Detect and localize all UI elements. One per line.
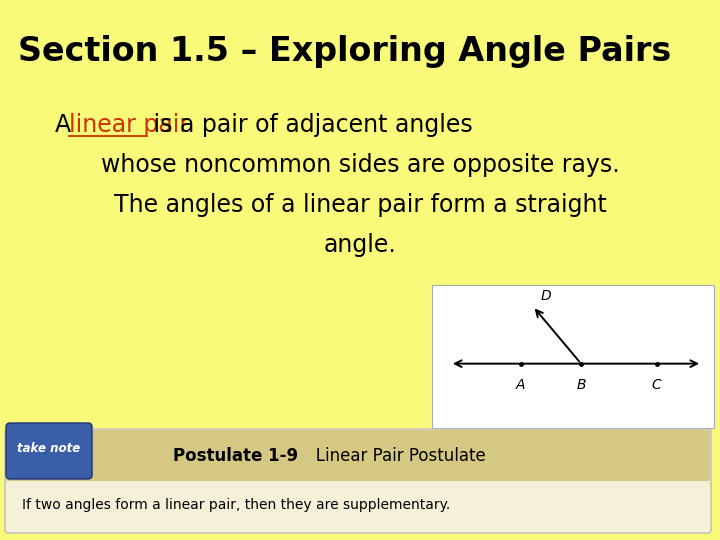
Text: B: B — [576, 377, 586, 392]
Text: C: C — [652, 377, 662, 392]
FancyBboxPatch shape — [6, 423, 92, 479]
Text: Section 1.5 – Exploring Angle Pairs: Section 1.5 – Exploring Angle Pairs — [18, 35, 671, 68]
FancyBboxPatch shape — [6, 430, 710, 481]
Text: Postulate 1-9: Postulate 1-9 — [173, 447, 298, 464]
FancyBboxPatch shape — [432, 285, 714, 428]
FancyBboxPatch shape — [5, 429, 711, 533]
Text: The angles of a linear pair form a straight: The angles of a linear pair form a strai… — [114, 193, 606, 217]
Text: Linear Pair Postulate: Linear Pair Postulate — [300, 447, 486, 464]
Text: D: D — [541, 289, 552, 303]
Text: A: A — [516, 377, 526, 392]
Text: take note: take note — [17, 442, 81, 456]
Text: angle.: angle. — [323, 233, 397, 257]
Text: linear pair: linear pair — [69, 113, 189, 137]
Text: If two angles form a linear pair, then they are supplementary.: If two angles form a linear pair, then t… — [22, 497, 450, 511]
Text: is a pair of adjacent angles: is a pair of adjacent angles — [146, 113, 473, 137]
Text: whose noncommon sides are opposite rays.: whose noncommon sides are opposite rays. — [101, 153, 619, 177]
Text: A: A — [55, 113, 78, 137]
